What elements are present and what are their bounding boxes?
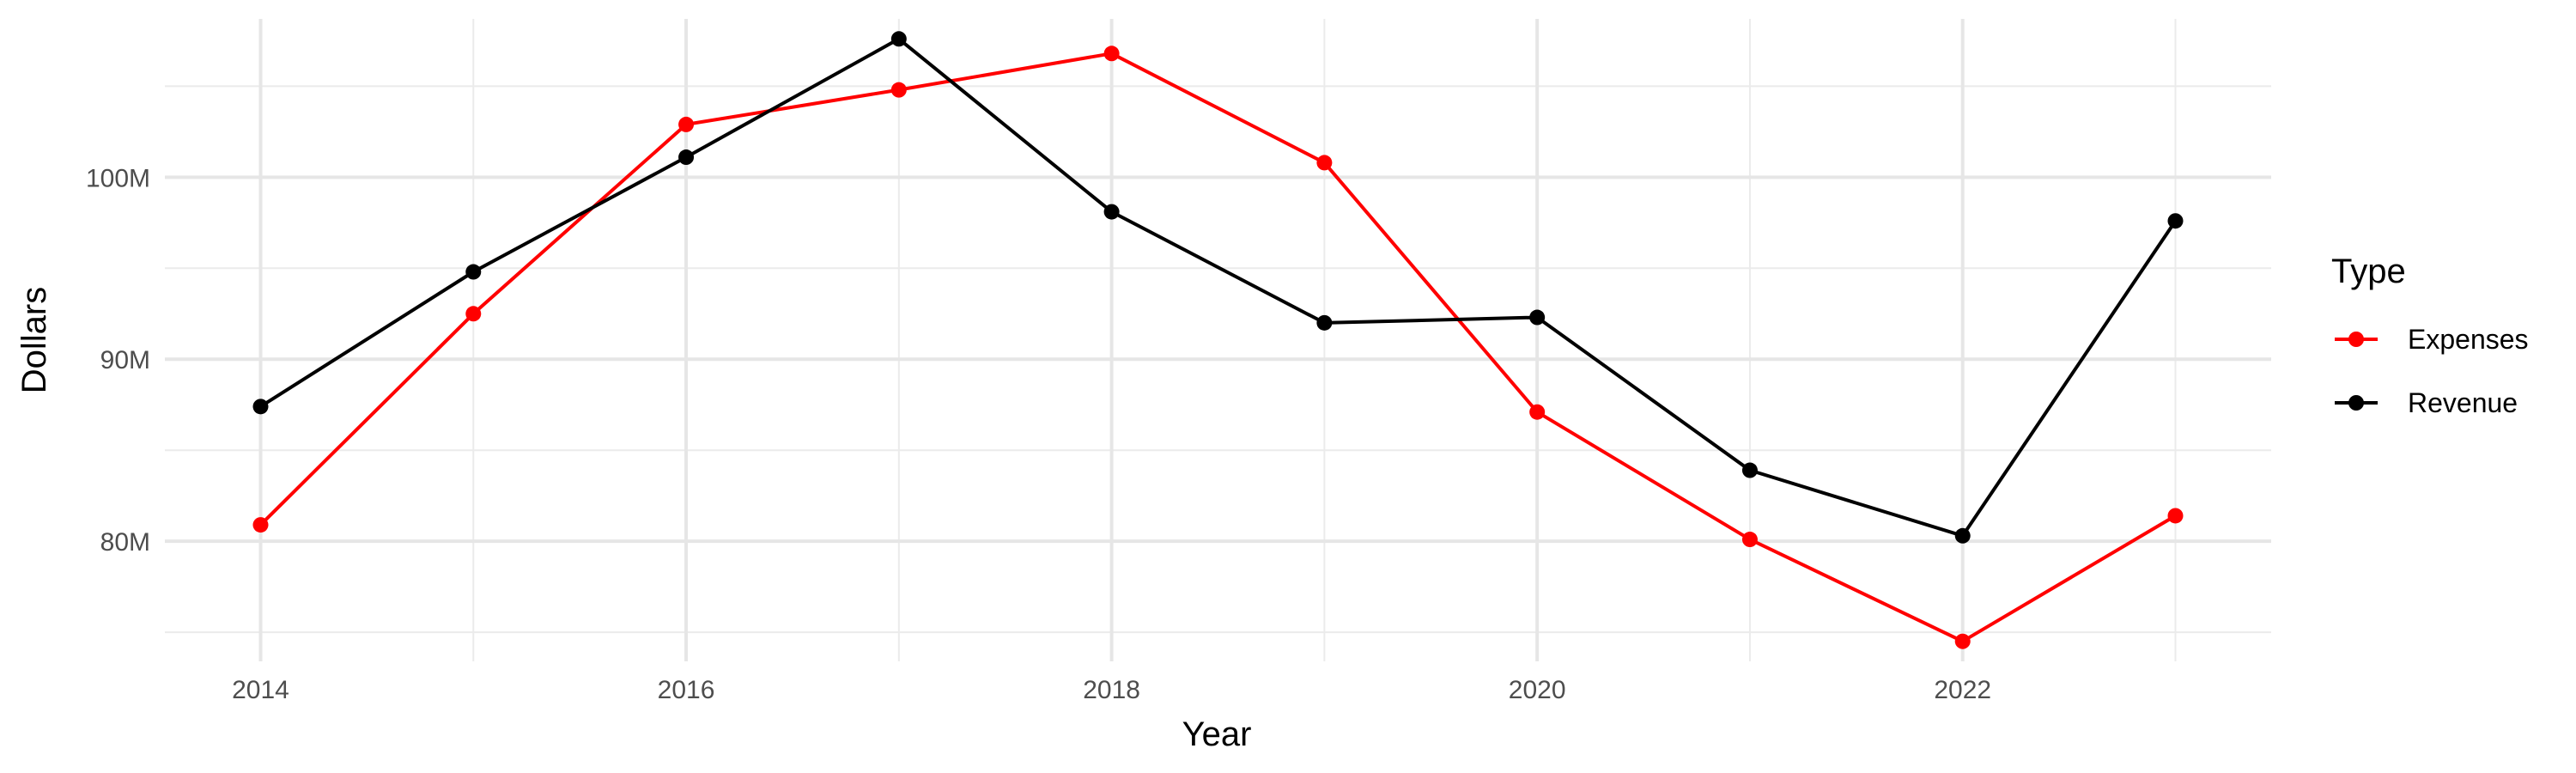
legend: Type Expenses Revenue — [2331, 253, 2529, 418]
plot-area — [252, 31, 2184, 649]
legend-key-point — [2348, 395, 2364, 411]
expenses-point — [1103, 46, 1120, 62]
expenses-series-line — [259, 52, 2177, 643]
x-tick-label: 2022 — [1934, 676, 1991, 704]
revenue-point — [2167, 213, 2184, 229]
expenses-point — [465, 306, 482, 322]
x-tick-label: 2014 — [232, 676, 289, 704]
expenses-point — [678, 116, 695, 132]
x-tick-label: 2016 — [658, 676, 715, 704]
minor-gridlines — [165, 19, 2271, 661]
y-tick-label: 90M — [100, 346, 150, 374]
y-tick-label: 80M — [100, 528, 150, 557]
x-tick-label: 2018 — [1083, 676, 1140, 704]
x-axis: 2014 2016 2018 2020 2022 — [232, 676, 1991, 704]
revenue-point — [890, 31, 907, 47]
legend-item-revenue: Revenue — [2335, 387, 2518, 418]
major-gridlines — [165, 19, 2271, 661]
legend-items: Expenses Revenue — [2335, 324, 2529, 418]
revenue-point — [252, 399, 269, 415]
revenue-point — [678, 149, 695, 166]
y-tick-label: 100M — [86, 164, 150, 192]
expenses-point — [2167, 508, 2184, 524]
x-axis-title: Year — [1182, 715, 1252, 753]
revenue-point — [1316, 314, 1333, 331]
legend-label: Revenue — [2408, 387, 2518, 418]
legend-key-point — [2348, 332, 2364, 347]
revenue-point — [1103, 204, 1120, 220]
revenue-point — [1529, 309, 1546, 326]
expenses-point — [1741, 532, 1758, 548]
legend-title: Type — [2331, 253, 2406, 290]
expenses-point — [252, 517, 269, 533]
revenue-series-line — [259, 37, 2178, 538]
revenue-point — [1741, 462, 1758, 478]
y-axis-title: Dollars — [15, 287, 53, 393]
legend-label: Expenses — [2408, 324, 2529, 355]
expenses-point — [1316, 155, 1333, 171]
x-tick-label: 2020 — [1509, 676, 1566, 704]
y-axis: 80M 90M 100M — [86, 164, 150, 557]
expenses-point — [890, 82, 907, 98]
expenses-point — [1529, 404, 1546, 420]
revenue-point — [1954, 527, 1971, 544]
revenue-point — [465, 264, 482, 280]
expenses-point — [1954, 633, 1971, 649]
legend-item-expenses: Expenses — [2335, 324, 2529, 355]
